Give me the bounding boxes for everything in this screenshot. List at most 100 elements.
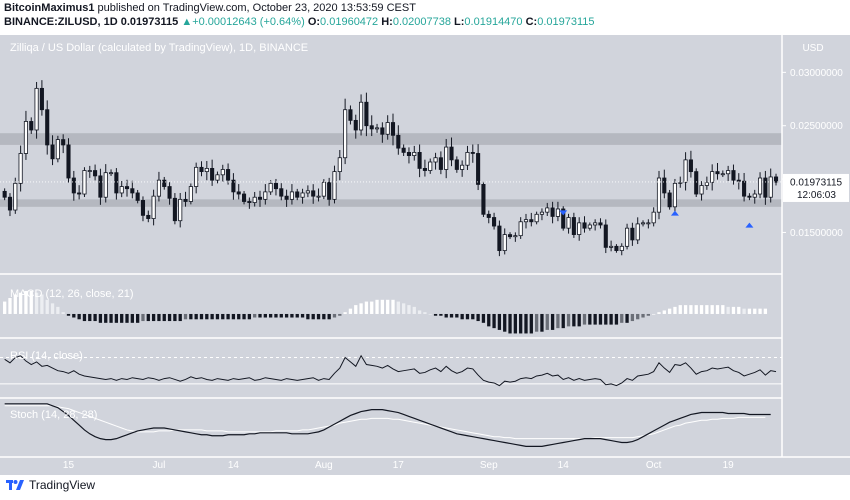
candle[interactable] (204, 161, 209, 181)
candles[interactable] (2, 80, 779, 257)
candle[interactable] (561, 206, 566, 231)
candle[interactable] (768, 168, 773, 203)
candle[interactable] (252, 191, 257, 207)
candle[interactable] (34, 81, 39, 139)
candle[interactable] (412, 145, 417, 161)
candle[interactable] (571, 212, 576, 238)
candle[interactable] (130, 180, 135, 199)
candle[interactable] (545, 202, 550, 216)
candle[interactable] (300, 188, 305, 204)
candle[interactable] (773, 173, 779, 186)
candle[interactable] (119, 180, 124, 198)
candle[interactable] (289, 184, 294, 205)
candle[interactable] (507, 232, 513, 240)
candle[interactable] (694, 168, 699, 198)
candle[interactable] (502, 228, 507, 255)
candle[interactable] (135, 189, 140, 204)
candle[interactable] (236, 184, 241, 200)
candle[interactable] (433, 152, 438, 170)
candle[interactable] (210, 159, 215, 186)
candle[interactable] (156, 171, 161, 202)
candle[interactable] (321, 179, 326, 200)
candle[interactable] (140, 196, 146, 222)
candle[interactable] (263, 184, 268, 205)
candle[interactable] (422, 159, 427, 177)
candle[interactable] (683, 152, 688, 191)
candle[interactable] (529, 212, 534, 227)
candle[interactable] (630, 222, 635, 246)
candle[interactable] (273, 178, 279, 196)
candle[interactable] (555, 201, 560, 222)
candle[interactable] (736, 173, 741, 190)
candle[interactable] (284, 189, 289, 207)
candle[interactable] (428, 158, 433, 174)
candle[interactable] (619, 243, 624, 256)
candle[interactable] (582, 216, 587, 233)
candle[interactable] (460, 160, 465, 177)
candle[interactable] (656, 170, 662, 220)
candle[interactable] (672, 178, 677, 213)
candle[interactable] (231, 173, 236, 200)
candle[interactable] (241, 191, 247, 205)
candle[interactable] (699, 181, 704, 201)
candle[interactable] (77, 185, 82, 200)
candle[interactable] (465, 145, 470, 170)
price-axis[interactable]: 0.015000000.020000000.025000000.03000000… (0, 35, 850, 457)
candle[interactable] (316, 188, 321, 202)
candle[interactable] (194, 162, 199, 194)
candle[interactable] (688, 150, 693, 178)
candle[interactable] (476, 144, 481, 191)
candle[interactable] (364, 92, 369, 137)
candle[interactable] (98, 168, 103, 205)
candle[interactable] (747, 193, 752, 201)
candle[interactable] (651, 207, 656, 227)
candle[interactable] (268, 180, 273, 195)
candle[interactable] (109, 169, 114, 176)
candle[interactable] (444, 138, 449, 179)
candle[interactable] (247, 197, 252, 209)
candle[interactable] (23, 110, 28, 160)
candle[interactable] (523, 213, 529, 229)
candle[interactable] (758, 172, 763, 199)
candle[interactable] (13, 177, 18, 214)
candle[interactable] (539, 208, 545, 221)
candle[interactable] (763, 170, 768, 205)
candle[interactable] (598, 218, 603, 229)
candle[interactable] (385, 115, 390, 140)
candle[interactable] (380, 122, 385, 143)
candle[interactable] (359, 94, 364, 136)
candle[interactable] (50, 135, 55, 166)
candle[interactable] (327, 177, 332, 206)
candle[interactable] (348, 105, 353, 125)
candle[interactable] (29, 117, 34, 134)
candle[interactable] (470, 144, 475, 163)
candle[interactable] (593, 219, 598, 231)
footer-brand[interactable]: TradingView (29, 478, 96, 492)
candle[interactable] (534, 211, 539, 225)
candle[interactable] (603, 219, 608, 254)
candle[interactable] (124, 179, 130, 197)
candle[interactable] (151, 189, 156, 226)
candle[interactable] (66, 138, 71, 183)
candle[interactable] (710, 164, 715, 191)
candle[interactable] (337, 149, 342, 181)
candle[interactable] (678, 176, 683, 188)
candle[interactable] (720, 170, 725, 178)
candle[interactable] (577, 217, 582, 241)
candle[interactable] (220, 164, 225, 182)
candle[interactable] (492, 212, 497, 230)
candle[interactable] (257, 190, 263, 207)
candle[interactable] (61, 134, 66, 154)
candle[interactable] (731, 164, 736, 185)
candle[interactable] (390, 113, 396, 146)
candle[interactable] (295, 188, 300, 201)
candle[interactable] (188, 183, 193, 205)
candle[interactable] (742, 172, 747, 202)
candle[interactable] (71, 170, 76, 201)
time-axis[interactable]: 15 Jul 14 Aug 17 Sep 14 Oct 19 (0, 456, 850, 475)
candle[interactable] (646, 219, 651, 229)
candle[interactable] (45, 100, 50, 155)
author-name[interactable]: BitcoinMaximus1 (4, 2, 95, 14)
candle[interactable] (374, 123, 380, 133)
candle[interactable] (662, 169, 667, 199)
